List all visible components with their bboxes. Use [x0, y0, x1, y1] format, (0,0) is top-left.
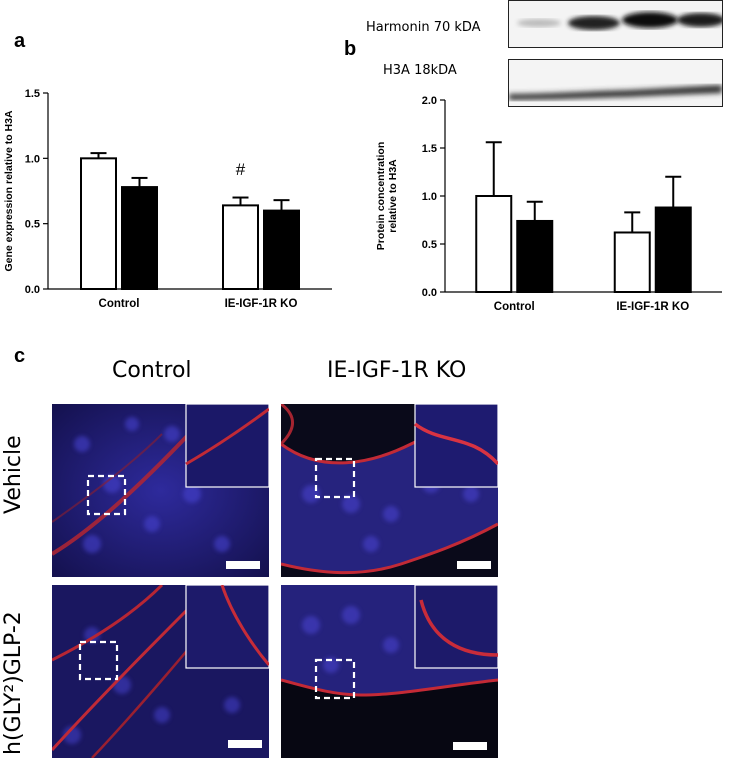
- column-label-ko: IE-IGF-1R KO: [327, 358, 467, 383]
- row-label-glp2: h(GLY²)GLP-2: [1, 611, 26, 755]
- panel-letter-c: c: [14, 345, 26, 367]
- y-tick-label: 1.5: [25, 88, 40, 100]
- bar: [654, 206, 692, 293]
- x-tick-label: IE-IGF-1R KO: [225, 298, 298, 310]
- micrograph-ko-vehicle: [281, 404, 498, 577]
- row-label-vehicle: Vehicle: [1, 435, 26, 514]
- panel-letter-a: a: [14, 30, 26, 52]
- y-axis-label: Protein concentration: [375, 142, 387, 251]
- y-tick-label: 1.5: [422, 143, 437, 155]
- y-tick-label: 0.0: [25, 284, 40, 296]
- y-axis-label: Gene expression relative to H3A: [3, 110, 15, 271]
- y-tick-label: 0.5: [25, 219, 40, 231]
- blot-band-h3a: [508, 59, 723, 107]
- bar: [121, 186, 158, 290]
- bar: [613, 231, 651, 293]
- significance-marker: #: [236, 160, 246, 179]
- y-tick-label: 0.0: [422, 287, 437, 299]
- y-tick-label: 1.0: [25, 153, 40, 165]
- chart-a: 0.0 0.5 1.0 1.5 Gene expression relative to …: [3, 88, 332, 310]
- blot-label-h3a: H3A 18kDA: [383, 63, 457, 78]
- bar: [516, 219, 554, 294]
- y-tick-label: 2.0: [422, 95, 437, 107]
- x-tick-label: Control: [494, 301, 535, 313]
- bar: [263, 209, 300, 291]
- bar: [80, 157, 117, 291]
- y-axis-label: relative to H3A: [387, 159, 399, 233]
- x-tick-label: Control: [99, 298, 140, 310]
- micrograph-ko-glp2: [281, 585, 498, 758]
- bar: [475, 195, 513, 293]
- micrograph-control-glp2: [52, 585, 269, 758]
- bar: [222, 204, 259, 290]
- blot-band-harmonin: [508, 0, 723, 48]
- y-tick-label: 0.5: [422, 239, 437, 251]
- panel-letter-b: b: [344, 38, 357, 60]
- y-tick-label: 1.0: [422, 191, 437, 203]
- chart-b: 0.0 0.5 1.0 1.5 2.0 Protein concentration rela…: [375, 95, 722, 313]
- blot-label-harmonin: Harmonin 70 kDA: [366, 20, 481, 35]
- column-label-control: Control: [112, 358, 192, 383]
- x-tick-label: IE-IGF-1R KO: [616, 301, 689, 313]
- micrograph-control-vehicle: [52, 404, 269, 577]
